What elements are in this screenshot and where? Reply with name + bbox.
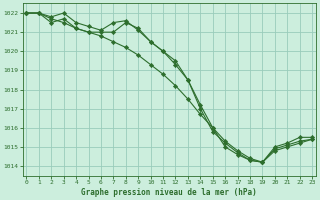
X-axis label: Graphe pression niveau de la mer (hPa): Graphe pression niveau de la mer (hPa) — [81, 188, 257, 197]
